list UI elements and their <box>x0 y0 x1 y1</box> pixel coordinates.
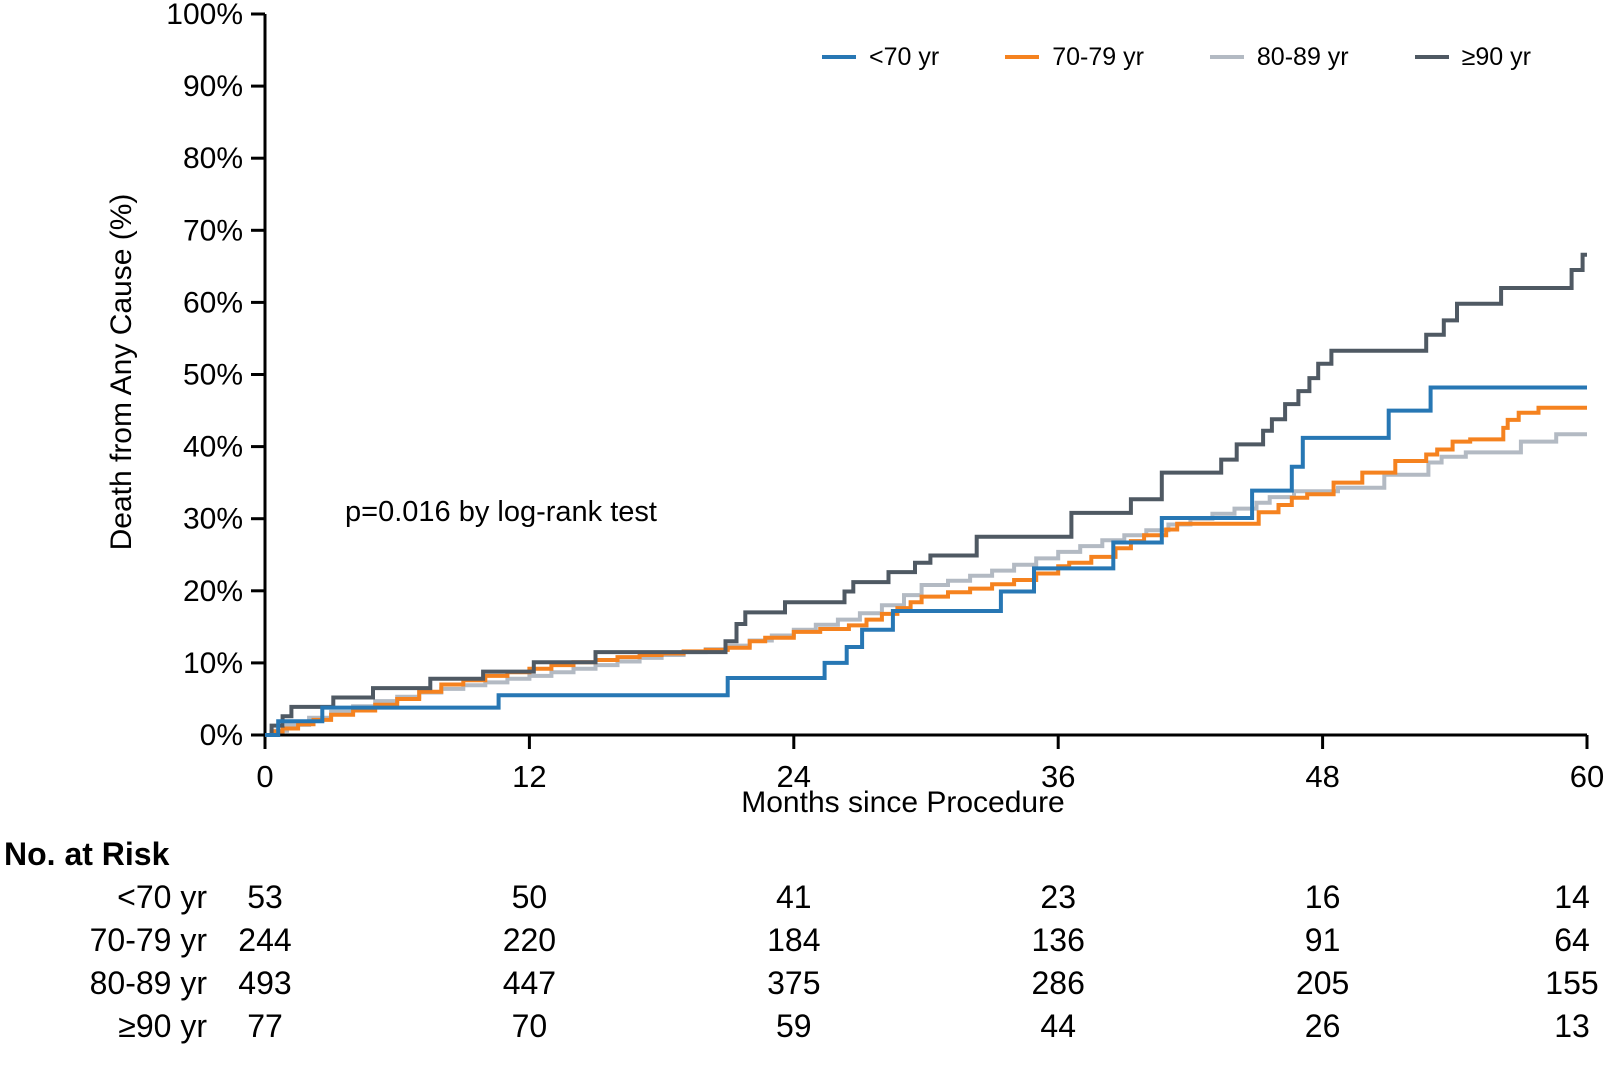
x-tick-label: 36 <box>1041 759 1075 794</box>
risk-value: 493 <box>238 965 292 1001</box>
x-axis-title: Months since Procedure <box>741 786 1065 819</box>
risk-value: 155 <box>1545 965 1599 1001</box>
x-tick-label: 0 <box>256 759 273 794</box>
y-tick-label: 0% <box>200 719 243 752</box>
x-tick-label: 60 <box>1570 759 1604 794</box>
y-tick-label: 100% <box>166 0 243 31</box>
legend-swatch <box>1414 55 1449 59</box>
risk-value: 26 <box>1304 1008 1341 1044</box>
y-tick-label: 10% <box>183 647 243 680</box>
risk-value: 50 <box>511 879 548 915</box>
legend-swatch <box>1209 55 1244 59</box>
legend-label: 70-79 yr <box>1052 42 1144 71</box>
y-tick-label: 50% <box>183 359 243 392</box>
risk-row-label: ≥90 yr <box>118 1008 207 1044</box>
legend-item-≥90-yr: ≥90 yr <box>1414 42 1531 72</box>
x-tick-label: 12 <box>512 759 546 794</box>
risk-value: 77 <box>247 1008 283 1044</box>
km-curve-<70-yr <box>265 385 1587 737</box>
y-tick-label: 20% <box>183 575 243 608</box>
risk-value: 14 <box>1554 879 1590 915</box>
risk-value: 53 <box>247 879 283 915</box>
legend-label: 80-89 yr <box>1256 42 1349 71</box>
y-tick-label: 30% <box>183 503 243 536</box>
risk-value: 447 <box>502 965 557 1001</box>
risk-row-label: 70-79 yr <box>89 922 207 958</box>
x-tick-label: 48 <box>1305 759 1339 794</box>
legend-item-70-79-yr: 70-79 yr <box>1005 43 1144 72</box>
risk-value: 136 <box>1031 922 1085 958</box>
risk-value: 70 <box>511 1008 548 1044</box>
legend-label: ≥90 yr <box>1461 42 1531 71</box>
km-curve-70-79-yr <box>265 405 1587 737</box>
risk-value: 13 <box>1554 1008 1590 1044</box>
risk-value: 41 <box>776 879 812 915</box>
legend-label: <70 yr <box>869 42 940 71</box>
km-curve-80-89-yr <box>265 432 1587 737</box>
x-tick-label: 24 <box>777 759 811 794</box>
risk-value: 64 <box>1554 922 1590 958</box>
risk-value: 286 <box>1031 965 1085 1001</box>
legend-item-<70-yr: <70 yr <box>822 43 939 72</box>
pvalue-annotation: p=0.016 by log-rank test <box>345 496 657 528</box>
y-tick-label: 60% <box>183 286 243 319</box>
y-tick-label: 80% <box>183 142 243 175</box>
risk-value: 44 <box>1040 1008 1076 1044</box>
risk-value: 91 <box>1304 922 1341 958</box>
risk-value: 16 <box>1304 879 1341 915</box>
risk-table-header: No. at Risk <box>4 836 170 872</box>
axes <box>263 14 1587 737</box>
legend: <70 yr 70-79 yr 80-89 yr ≥90 yr <box>822 40 1531 74</box>
risk-row-label: 80-89 yr <box>89 965 207 1001</box>
y-axis-title: Death from Any Cause (%) <box>105 193 138 551</box>
risk-value: 205 <box>1295 965 1350 1001</box>
risk-value: 220 <box>502 922 557 958</box>
legend-swatch <box>822 55 856 59</box>
y-tick-label: 70% <box>183 214 243 247</box>
risk-value: 184 <box>767 922 821 958</box>
risk-value: 23 <box>1040 879 1076 915</box>
legend-swatch <box>1005 55 1040 59</box>
legend-item-80-89-yr: 80-89 yr <box>1209 42 1349 72</box>
km-curve-≥90-yr <box>265 252 1587 737</box>
risk-value: 375 <box>767 965 821 1001</box>
y-tick-label: 40% <box>183 431 243 464</box>
risk-value: 244 <box>238 922 292 958</box>
risk-row-label: <70 yr <box>117 879 207 915</box>
y-tick-label: 90% <box>183 70 243 103</box>
risk-value: 59 <box>776 1008 812 1044</box>
